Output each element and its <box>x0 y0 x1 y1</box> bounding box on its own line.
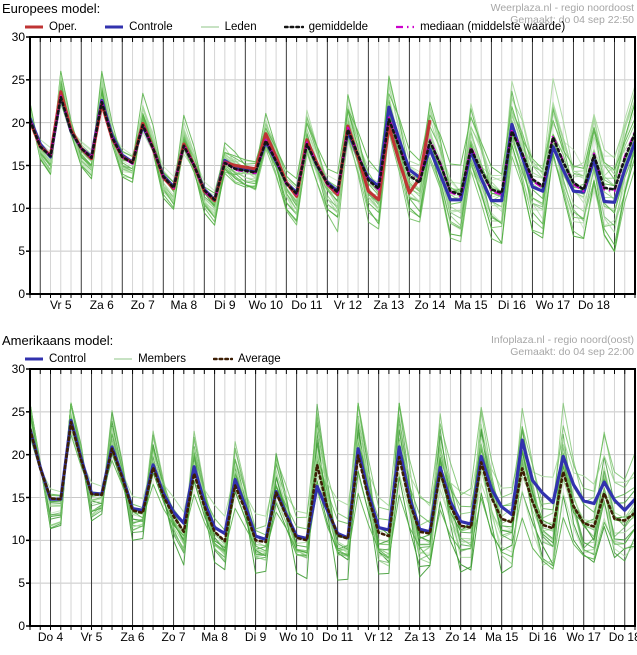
legend-us: Control Members Average <box>24 353 281 365</box>
x-axis-label: Za 13 <box>373 298 405 312</box>
x-axis-label: Do 18 <box>608 630 637 644</box>
y-axis-label: 25 <box>11 72 25 87</box>
legend-item-0: Oper. <box>24 21 77 33</box>
y-axis-label: 20 <box>11 447 25 462</box>
legend-swatch-icon <box>283 25 304 29</box>
x-axis-label: Vr 12 <box>333 298 362 312</box>
x-axis-label: Do 11 <box>322 630 354 644</box>
legend-swatch-icon <box>25 25 43 29</box>
y-axis-label: 15 <box>11 158 25 173</box>
y-axis-label: 5 <box>18 576 25 591</box>
legend-swatch-icon <box>114 358 133 360</box>
x-axis-label: Za 6 <box>89 298 114 312</box>
x-axis-label: Ma 8 <box>170 298 198 312</box>
x-axis-label: Vr 5 <box>49 298 72 312</box>
legend-swatch-icon <box>213 357 234 361</box>
meta-source-eu: Weerplaza.nl - regio noordoost <box>490 2 634 14</box>
meta-generated-eu: Gemaakt: do 04 sep 22:50 <box>510 14 634 26</box>
page-title-eu: Europees model: <box>2 1 101 16</box>
x-axis-label: Do 18 <box>577 298 610 312</box>
x-axis-label: Wo 10 <box>248 298 284 312</box>
european-model-chart: Europees model: Weerplaza.nl - regio noo… <box>2 1 636 312</box>
legend-swatch-icon <box>25 357 43 361</box>
legend-swatch-icon <box>200 26 219 28</box>
plot-canvas-us <box>26 368 636 630</box>
y-axis-label: 15 <box>11 490 25 505</box>
legend-label: gemiddelde <box>308 21 369 33</box>
legend-swatch-icon <box>396 25 415 29</box>
legend-label: Oper. <box>49 21 78 33</box>
legend-swatch-icon <box>105 25 124 29</box>
x-axis-label: Wo 10 <box>279 630 314 644</box>
legend-label: Members <box>138 353 187 365</box>
american-model-chart: Amerikaans model: Infoplaza.nl - regio n… <box>0 332 637 655</box>
legend-label: mediaan (middelste waarde) <box>420 21 566 33</box>
legend-item-4: mediaan (middelste waarde) <box>395 21 565 33</box>
x-axis-label: Di 9 <box>244 630 267 644</box>
y-axis-label: 30 <box>11 362 25 376</box>
x-axis-label: Vr 5 <box>80 630 103 644</box>
legend-item-1: Controle <box>104 21 173 33</box>
x-axis-label: Za 6 <box>120 630 145 644</box>
x-axis-label: Do 4 <box>37 630 64 644</box>
y-axis-label: 5 <box>18 244 25 259</box>
plot-canvas-eu <box>26 36 636 298</box>
meta-us: Infoplaza.nl - regio noord(oost) Gemaakt… <box>491 334 634 358</box>
x-axis-label: Ma 8 <box>201 630 228 644</box>
y-axis-label: 10 <box>11 201 25 216</box>
legend-eu: Oper. Controle Leden gemiddelde mediaan (mid… <box>24 21 565 33</box>
x-axis-label: Di 16 <box>497 298 526 312</box>
legend-label: Controle <box>129 21 173 33</box>
x-axis-label: Vr 12 <box>364 630 393 644</box>
x-axis-label: Wo 17 <box>566 630 601 644</box>
meta-source-us: Infoplaza.nl - regio noord(oost) <box>491 334 634 346</box>
x-axis-label: Zo 14 <box>414 298 446 312</box>
x-axis-label: Di 9 <box>214 298 236 312</box>
y-axis-label: 20 <box>11 115 25 130</box>
legend-item-1: Members <box>113 353 186 365</box>
x-axis-label: Di 16 <box>528 630 557 644</box>
x-axis-label: Zo 14 <box>445 630 477 644</box>
x-axis-label: Za 13 <box>404 630 435 644</box>
y-axis-label: 30 <box>11 30 25 44</box>
x-axis-label: Zo 7 <box>130 298 155 312</box>
y-axis-label: 0 <box>18 287 25 301</box>
y-axis-label: 0 <box>18 619 25 633</box>
y-axis-label: 10 <box>11 533 25 548</box>
legend-item-2: Average <box>213 353 281 365</box>
meta-eu: Weerplaza.nl - regio noordoost Gemaakt: … <box>491 2 634 26</box>
x-axis-label: Wo 17 <box>535 298 571 312</box>
legend-item-3: gemiddelde <box>283 21 369 33</box>
y-axis-label: 25 <box>11 404 25 419</box>
legend-item-2: Leden <box>200 21 257 33</box>
legend-label: Average <box>238 353 281 365</box>
x-axis-label: Ma 15 <box>485 630 519 644</box>
x-axis-label: Do 11 <box>291 298 323 312</box>
legend-item-0: Control <box>24 353 86 365</box>
meta-generated-us: Gemaakt: do 04 sep 22:00 <box>510 346 634 358</box>
legend-label: Control <box>49 353 87 365</box>
x-axis-label: Zo 7 <box>161 630 186 644</box>
legend-label: Leden <box>224 21 257 33</box>
x-axis-label: Ma 15 <box>454 298 488 312</box>
page-title-us: Amerikaans model: <box>2 333 114 348</box>
